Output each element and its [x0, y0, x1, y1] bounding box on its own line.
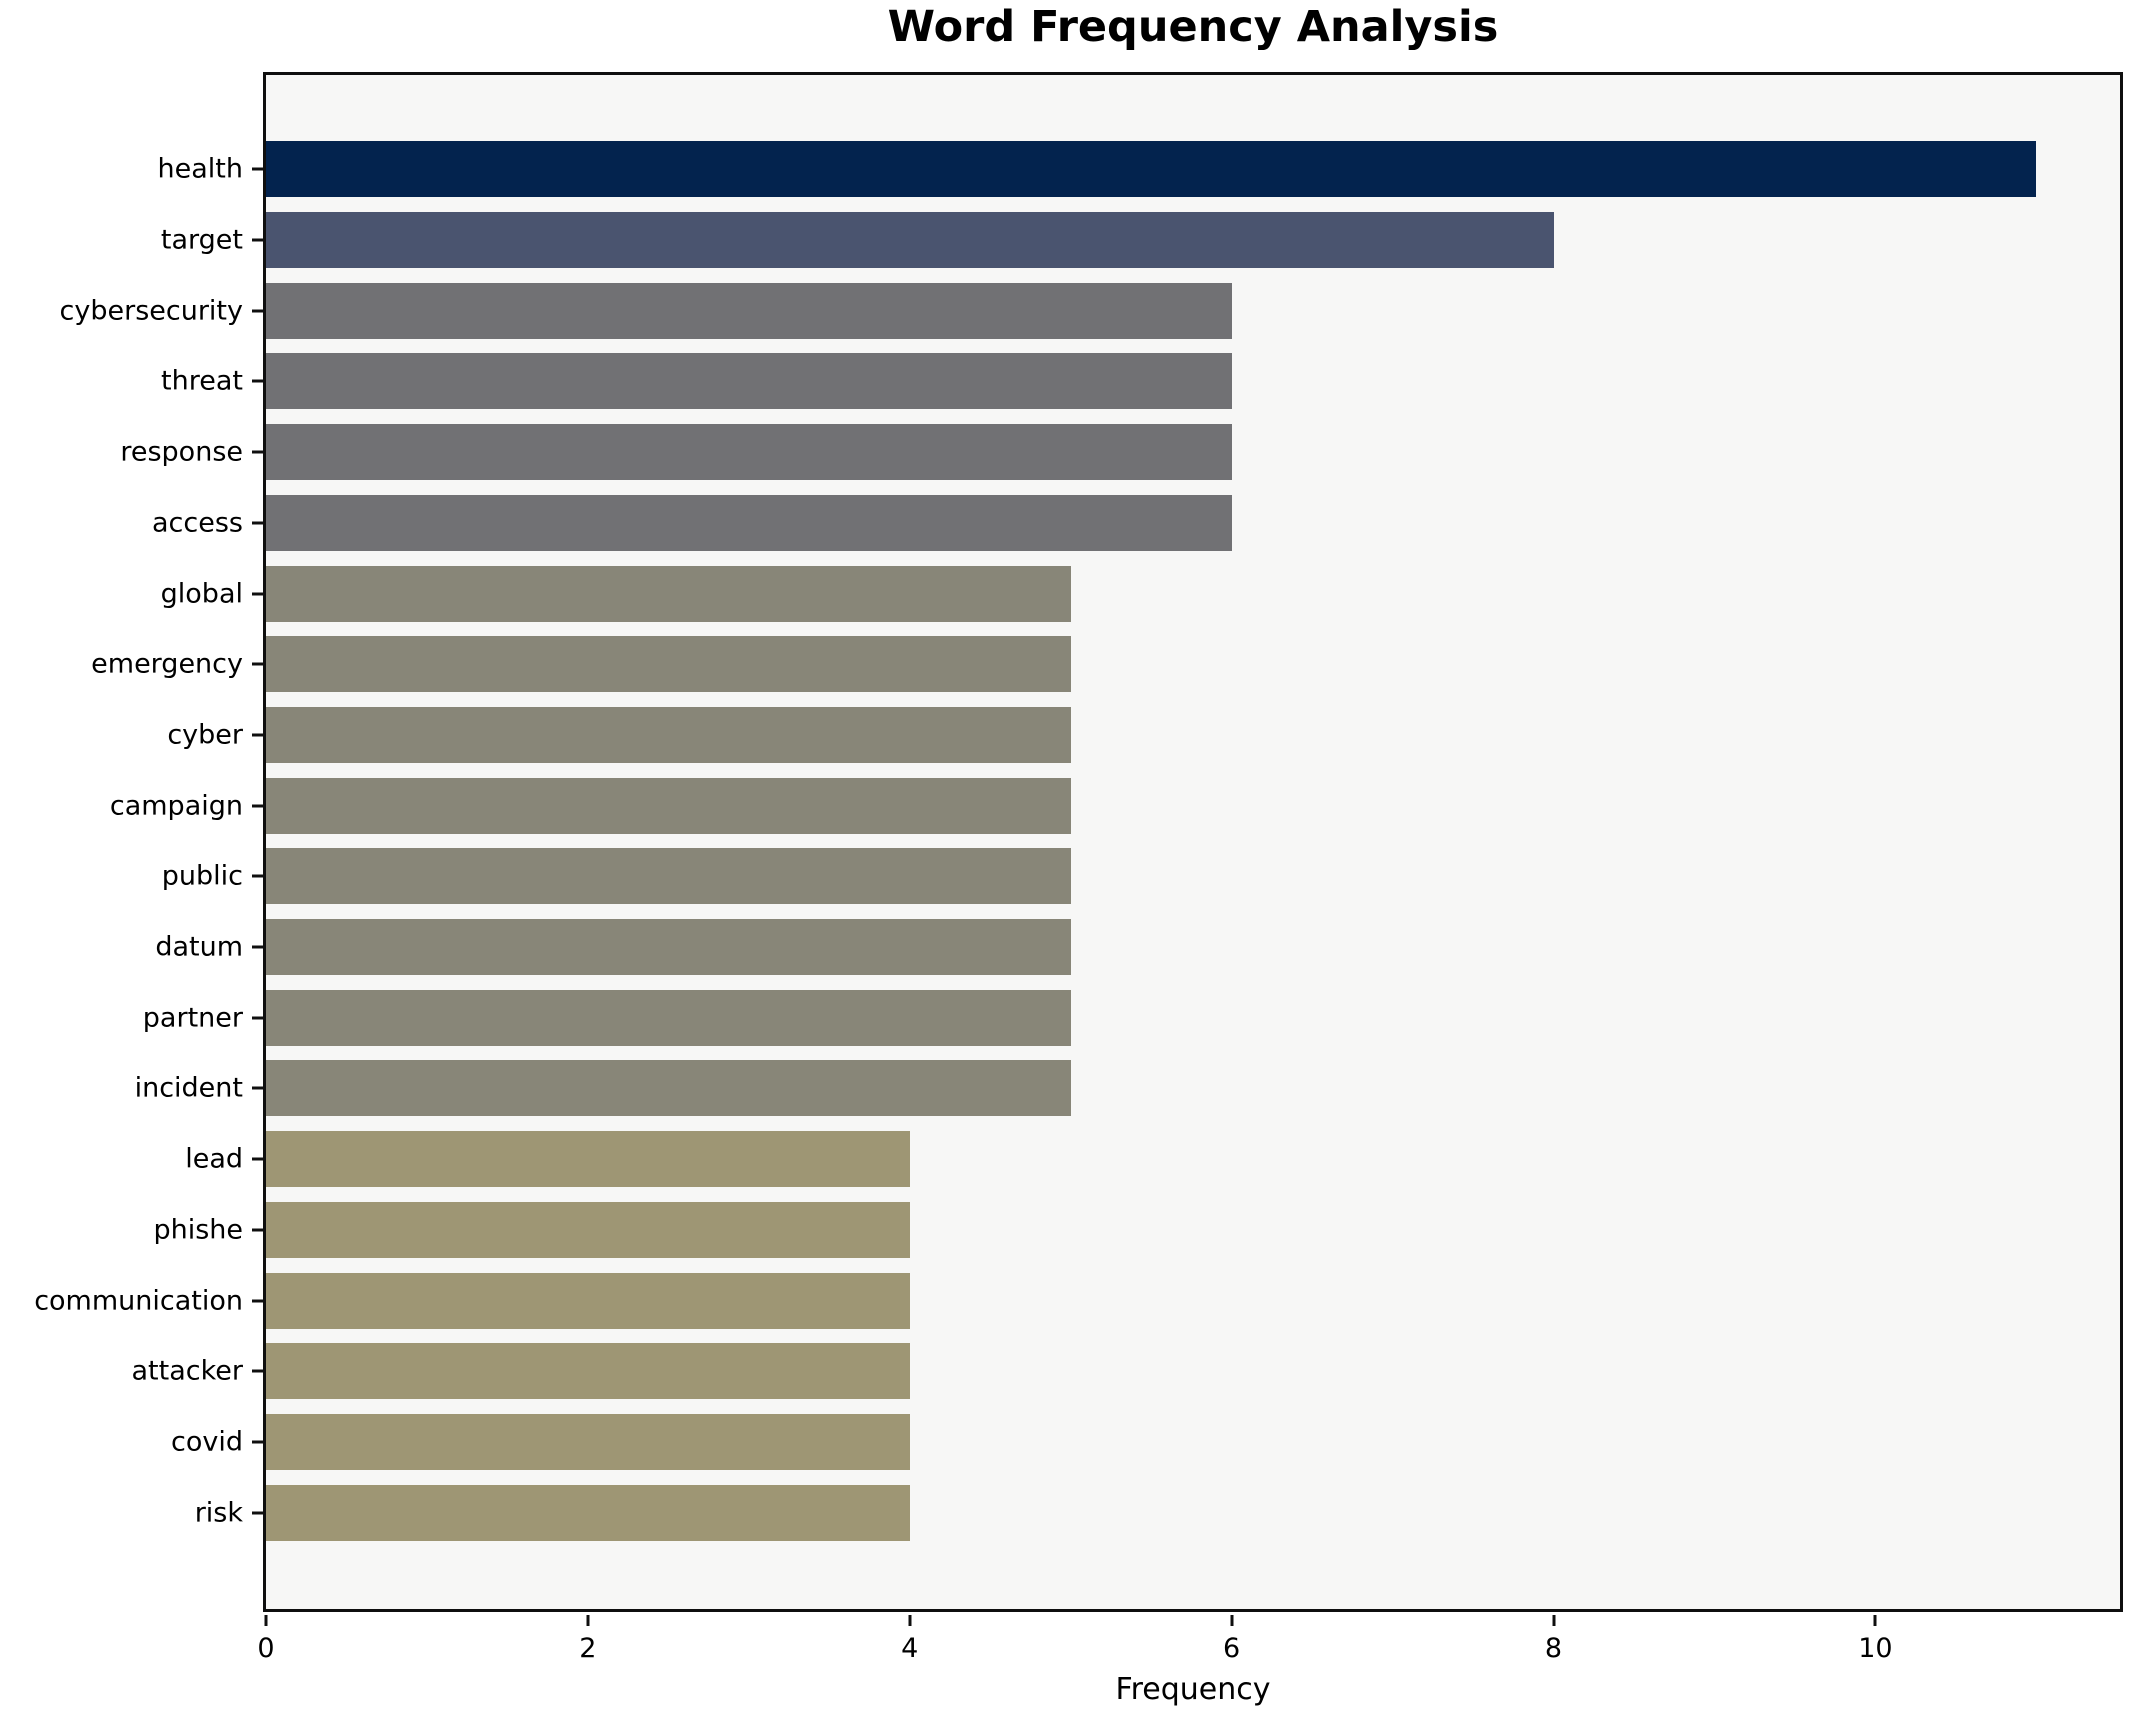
x-tick-mark — [908, 1615, 912, 1626]
x-tick-mark — [1230, 1615, 1234, 1626]
y-tick-label-risk: risk — [194, 1497, 243, 1529]
y-tick-label-phishe: phishe — [153, 1214, 243, 1246]
bar-partner — [266, 989, 1071, 1046]
bar-row: target — [161, 205, 2120, 276]
bar-row: global — [161, 558, 2120, 629]
bar-communication — [266, 1272, 910, 1329]
bar-emergency — [266, 636, 1071, 693]
bar-cyber — [266, 706, 1071, 763]
y-tick-mark — [252, 1299, 263, 1303]
x-tick-mark — [264, 1615, 268, 1626]
bar-response — [266, 424, 1232, 481]
y-tick-label-lead: lead — [185, 1143, 243, 1175]
y-tick-mark — [252, 874, 263, 878]
y-tick-mark — [252, 733, 263, 737]
plot-area: health target cybersecurity threat response a… — [34, 72, 2123, 1612]
x-tick-mark — [586, 1615, 590, 1626]
bar-datum — [266, 919, 1071, 976]
chart-title: Word Frequency Analysis — [887, 2, 1499, 52]
bar-row: access — [152, 488, 2120, 559]
y-tick-mark — [252, 662, 263, 666]
y-tick-label-access: access — [152, 507, 243, 539]
bar-row: risk — [195, 1477, 2120, 1548]
y-tick-label-cybersecurity: cybersecurity — [59, 295, 243, 327]
bar-row: attacker — [132, 1336, 2120, 1407]
y-tick-mark — [252, 945, 263, 949]
bar-phishe — [266, 1201, 910, 1258]
x-tick-label-10: 10 — [1858, 1633, 1893, 1664]
bar-row: public — [162, 841, 2120, 912]
bar-risk — [266, 1484, 910, 1541]
bar-row: cybersecurity — [60, 275, 2120, 346]
y-tick-label-attacker: attacker — [131, 1355, 244, 1387]
bar-row: threat — [161, 346, 2120, 417]
y-tick-label-campaign: campaign — [109, 790, 243, 822]
y-tick-mark — [252, 167, 263, 171]
y-tick-mark — [252, 1228, 263, 1232]
bar-attacker — [266, 1343, 910, 1400]
y-tick-mark — [252, 1157, 263, 1161]
y-tick-mark — [252, 521, 263, 525]
x-tick-label-8: 8 — [1544, 1633, 1563, 1664]
y-tick-mark — [252, 804, 263, 808]
y-tick-mark — [252, 1440, 263, 1444]
y-tick-label-incident: incident — [134, 1072, 243, 1104]
y-tick-label-cyber: cyber — [167, 719, 243, 751]
bar-campaign — [266, 777, 1071, 834]
bar-row: phishe — [153, 1195, 2120, 1266]
bar-row: lead — [185, 1124, 2120, 1195]
bar-health — [266, 141, 2037, 198]
x-tick-label-4: 4 — [901, 1633, 919, 1664]
y-tick-label-communication: communication — [34, 1285, 243, 1317]
bar-threat — [266, 353, 1232, 410]
y-tick-mark — [252, 450, 263, 454]
y-tick-label-target: target — [160, 224, 243, 256]
bar-row: response — [120, 417, 2120, 488]
bar-row: health — [158, 134, 2120, 205]
y-tick-mark — [252, 1369, 263, 1373]
bars-container: health target cybersecurity threat response a… — [34, 75, 2120, 1609]
y-tick-label-health: health — [157, 153, 243, 185]
y-tick-mark — [252, 1086, 263, 1090]
y-tick-label-emergency: emergency — [91, 648, 243, 680]
bar-target — [266, 212, 1554, 269]
x-axis-label: Frequency — [1115, 1672, 1271, 1707]
y-tick-label-public: public — [161, 860, 243, 892]
x-tick-mark — [1873, 1615, 1877, 1626]
bar-covid — [266, 1414, 910, 1470]
x-tick-label-0: 0 — [257, 1633, 275, 1664]
bar-row: communication — [34, 1265, 2120, 1336]
y-tick-label-threat: threat — [161, 365, 243, 397]
y-tick-label-global: global — [160, 578, 243, 610]
bar-row: partner — [143, 982, 2120, 1053]
bar-public — [266, 848, 1071, 905]
y-tick-label-datum: datum — [155, 931, 243, 963]
bar-row: emergency — [91, 629, 2120, 700]
y-tick-mark — [252, 1511, 263, 1515]
bar-row: datum — [155, 912, 2120, 983]
y-tick-label-covid: covid — [171, 1426, 243, 1458]
bar-row: covid — [171, 1407, 2120, 1478]
y-tick-mark — [252, 592, 263, 596]
bar-cybersecurity — [266, 282, 1232, 339]
x-tick-label-6: 6 — [1223, 1633, 1241, 1664]
bar-global — [266, 565, 1071, 622]
x-tick-mark — [1552, 1615, 1555, 1626]
y-tick-label-partner: partner — [142, 1002, 243, 1034]
bar-row: campaign — [110, 770, 2120, 841]
y-tick-mark — [252, 238, 263, 242]
bar-access — [266, 494, 1232, 551]
bar-row: cyber — [167, 700, 2120, 771]
y-tick-mark — [252, 309, 263, 313]
bar-row: incident — [135, 1053, 2120, 1124]
bar-lead — [266, 1131, 910, 1188]
x-tick-label-2: 2 — [579, 1633, 597, 1664]
y-tick-mark — [252, 1016, 263, 1020]
y-tick-mark — [252, 379, 263, 383]
y-tick-label-response: response — [120, 436, 243, 468]
bar-incident — [266, 1060, 1071, 1117]
